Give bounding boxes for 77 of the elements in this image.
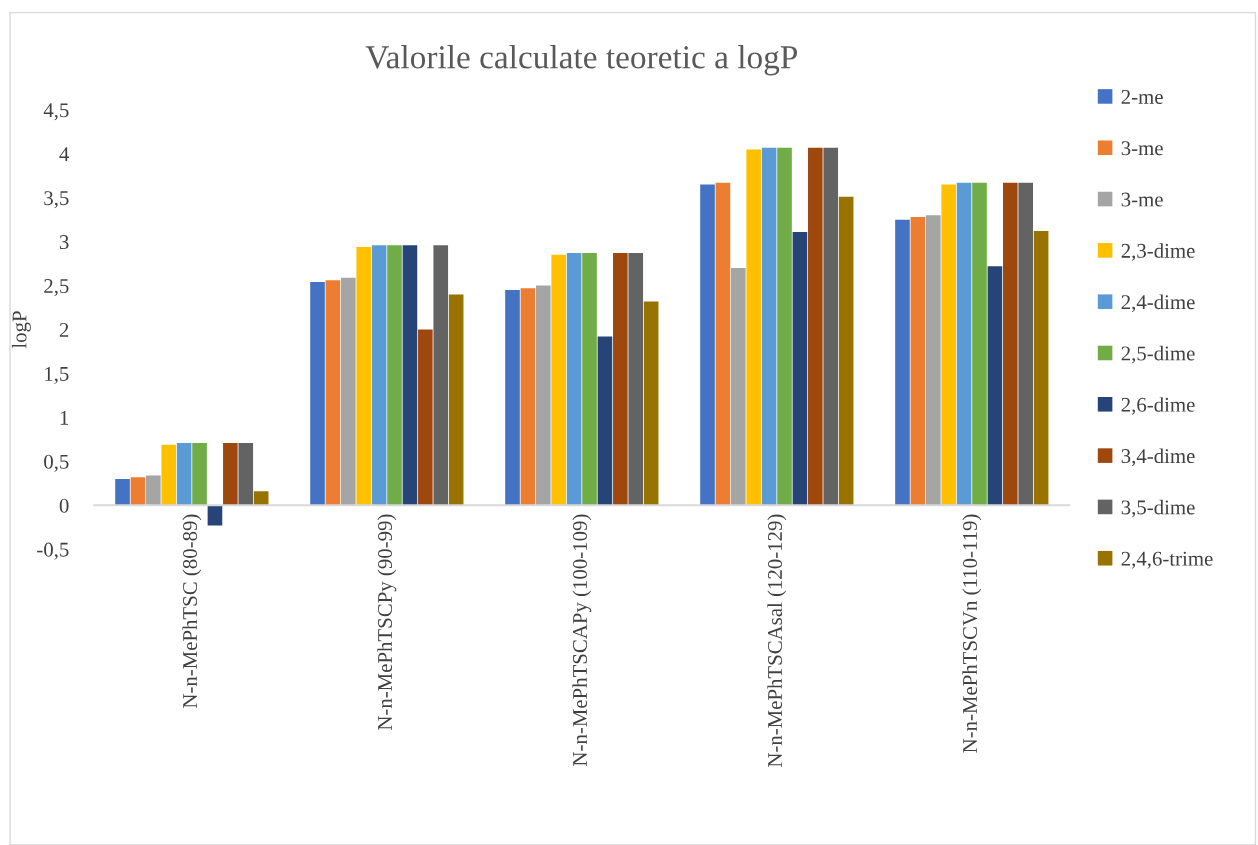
bar — [310, 282, 325, 506]
x-tick-label: N-n-MePhTSCVn (110-119) — [962, 514, 982, 753]
bar — [505, 290, 520, 506]
bar — [325, 280, 341, 506]
bar — [433, 245, 449, 506]
bar — [761, 147, 777, 506]
legend-label: 3-me — [1121, 141, 1163, 156]
legend-label: 2-me — [1121, 89, 1163, 104]
legend-label: 2,5-dime — [1121, 345, 1195, 364]
bar — [207, 505, 223, 526]
legend-label: 2,6-dime — [1121, 397, 1195, 415]
bar — [566, 253, 582, 506]
bar — [146, 475, 161, 506]
bar — [192, 442, 207, 506]
bar — [130, 477, 146, 506]
legend-label: 3,5-dime — [1121, 499, 1195, 518]
legend-label: 2,4-dime — [1121, 294, 1195, 313]
y-tick-label: 4 — [59, 147, 70, 162]
y-tick-label: 1 — [60, 410, 69, 425]
bar — [715, 182, 731, 506]
bar — [613, 253, 628, 506]
y-tick-label: 3,5 — [44, 191, 69, 209]
bar — [808, 147, 823, 506]
y-tick-label: 0,5 — [44, 454, 69, 472]
legend-label: 2,4,6-trime — [1121, 551, 1213, 569]
bar — [700, 184, 715, 506]
bar — [176, 442, 192, 506]
legend-label: 3-me — [1121, 192, 1163, 207]
bar — [730, 268, 746, 506]
bar — [925, 215, 941, 506]
bar — [597, 336, 613, 506]
bar — [402, 245, 418, 506]
bar — [777, 147, 792, 506]
bar — [582, 253, 597, 506]
y-tick-label: 2,5 — [44, 279, 69, 297]
bar — [1003, 182, 1018, 506]
bar — [895, 219, 910, 506]
y-tick-label: 3 — [59, 235, 69, 250]
bar — [956, 182, 972, 506]
bar — [341, 277, 356, 506]
y-tick-label: -0,5 — [37, 542, 69, 560]
legend-label: 2,3-dime — [1121, 243, 1195, 261]
bar — [823, 147, 839, 506]
bar — [628, 253, 644, 506]
x-tick-label: N-n-MePhTSCAPy (100-109) — [572, 514, 592, 766]
bar — [115, 478, 130, 506]
bar — [910, 217, 926, 506]
y-tick-label: 2 — [59, 322, 69, 337]
y-tick-label: 4,5 — [43, 103, 69, 121]
bar — [536, 285, 551, 506]
legend-label: 3,4-dime — [1121, 448, 1195, 467]
bar — [371, 245, 387, 506]
bar — [223, 442, 238, 506]
bar — [838, 196, 854, 506]
bar — [643, 301, 659, 506]
bar — [387, 245, 402, 506]
bar — [792, 232, 808, 506]
bar — [238, 442, 254, 506]
x-tick-label: N-n-MePhTSC (80-89) — [182, 514, 202, 709]
bar — [746, 149, 762, 506]
y-tick-label: 0 — [59, 498, 69, 513]
bar — [448, 294, 464, 506]
bar — [418, 329, 433, 506]
bar — [941, 184, 957, 506]
chart-title: Valorile calculate teoretic a logP — [365, 45, 798, 76]
bar — [520, 288, 536, 506]
x-tick-label: N-n-MePhTSCPy (90-99) — [377, 514, 397, 731]
y-tick-label: 1,5 — [45, 366, 69, 384]
bar — [1033, 231, 1049, 506]
bar — [972, 182, 987, 506]
bar — [987, 266, 1003, 506]
x-tick-label: N-n-MePhTSCAsal (120-129) — [767, 514, 787, 768]
bar — [356, 246, 372, 506]
y-axis-title: logP — [11, 311, 31, 349]
bar — [1018, 182, 1034, 506]
bar — [161, 444, 177, 506]
bar — [551, 254, 567, 506]
